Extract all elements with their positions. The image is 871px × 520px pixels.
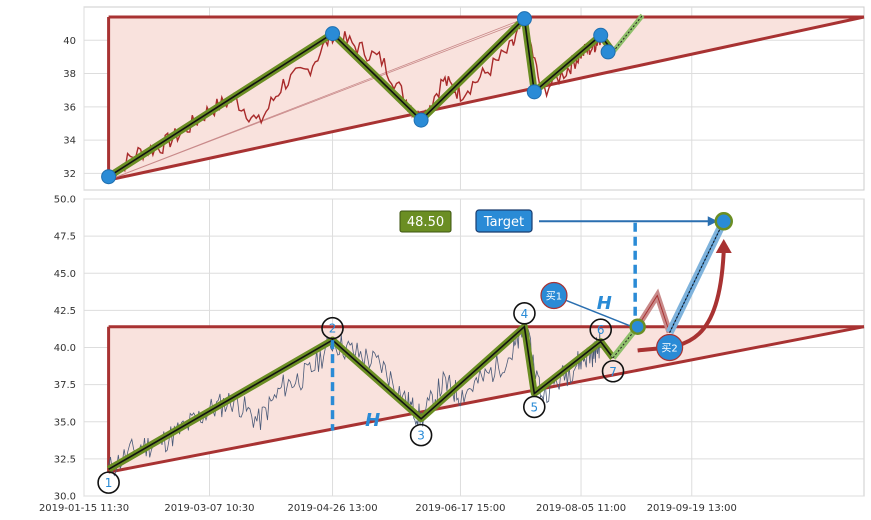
target-box-label: Target [483,215,524,230]
bottom-x-tick-label: 2019-09-19 13:00 [647,503,737,514]
top-y-tick-label: 38 [63,69,76,80]
bottom-support-line [108,325,865,474]
bottom-x-ticks: 2019-01-15 11:30 2019-03-07 10:30 2019-04-… [39,503,737,514]
pivot-circle [589,318,613,341]
buy1-label: 买1 [546,291,562,303]
top-thin-guide-2 [108,23,518,181]
pivot-circle [513,302,536,325]
buy2-marker [656,333,684,362]
top-y-tick-label: 36 [63,102,76,113]
pivot-label: 1 [105,476,113,490]
bottom-y-tick-label: 32.5 [54,454,76,465]
projection-curve-arrowhead [715,238,732,253]
pivot-circle [522,395,546,419]
bottom-y-tick-label: 35.0 [54,417,76,428]
pivot-circle [97,471,120,494]
top-zigzag-projection [611,13,645,54]
top-pivot-marker [600,44,616,60]
bottom-x-tick-label: 2019-01-15 11:30 [39,503,129,514]
pullback-line [637,294,671,333]
pivot-label: 7 [609,365,617,379]
bottom-y-ticks: 30.0 32.5 35.0 37.5 40.0 42.5 45.0 47.5 50.0 [54,195,76,503]
bottom-y-tick-label: 30.0 [54,492,76,503]
pivot-circle [601,359,625,383]
bottom-y-tick-label: 50.0 [54,195,76,206]
buy1-connector [563,298,630,327]
top-y-tick-label: 34 [63,136,76,147]
breakout-marker [629,318,646,335]
pivot-label: 4 [521,307,529,321]
bottom-x-tick-label: 2019-03-07 10:30 [164,503,254,514]
bottom-x-tick-label: 2019-08-05 11:00 [536,503,626,514]
bottom-y-tick-label: 40.0 [54,343,76,354]
bottom-x-tick-label: 2019-06-17 15:00 [415,503,505,514]
top-panel-content [101,11,865,185]
price-box-label: 48.50 [407,215,444,230]
projection-curve [637,250,726,353]
bottom-x-tick-label: 2019-04-26 13:00 [287,503,377,514]
bottom-y-tick-label: 45.0 [54,269,76,280]
pivot-label: 5 [530,400,538,414]
top-pivot-marker [325,26,341,42]
target-point-marker [714,212,733,231]
target-box [475,209,533,233]
bottom-y-tick-label: 42.5 [54,306,76,317]
pivot-label: 3 [417,429,425,443]
target-leg-dash [669,221,725,333]
bottom-panel-content: H H 买1 买2 1 2 3 4 5 6 7 [97,212,865,494]
top-support-line [108,15,865,182]
top-pivot-marker [593,27,609,43]
target-annotation: Target [475,209,533,233]
height-label-right: H [597,293,612,314]
pivot-label: 6 [597,323,605,337]
top-y-tick-label: 40 [63,36,76,47]
bottom-y-tick-label: 37.5 [54,380,76,391]
buy2-label: 买2 [661,343,677,355]
bottom-y-tick-label: 47.5 [54,232,76,243]
price-box [399,210,452,233]
pivot-label: 2 [329,322,337,336]
top-pivot-marker [101,169,117,185]
pivot-circle [409,423,433,447]
top-pivot-marker [516,11,532,27]
top-pivot-marker [413,112,429,128]
buy1-marker [540,281,568,310]
bottom-price-line [108,325,602,477]
target-arrow-head [707,216,718,227]
height-label-left: H [365,410,380,431]
top-pivot-marker [526,84,542,100]
top-y-tick-label: 32 [63,169,76,180]
price-annotation: 48.50 [399,210,452,233]
pivot-circle [321,316,344,340]
top-y-ticks: 32 34 36 38 40 [63,36,76,180]
